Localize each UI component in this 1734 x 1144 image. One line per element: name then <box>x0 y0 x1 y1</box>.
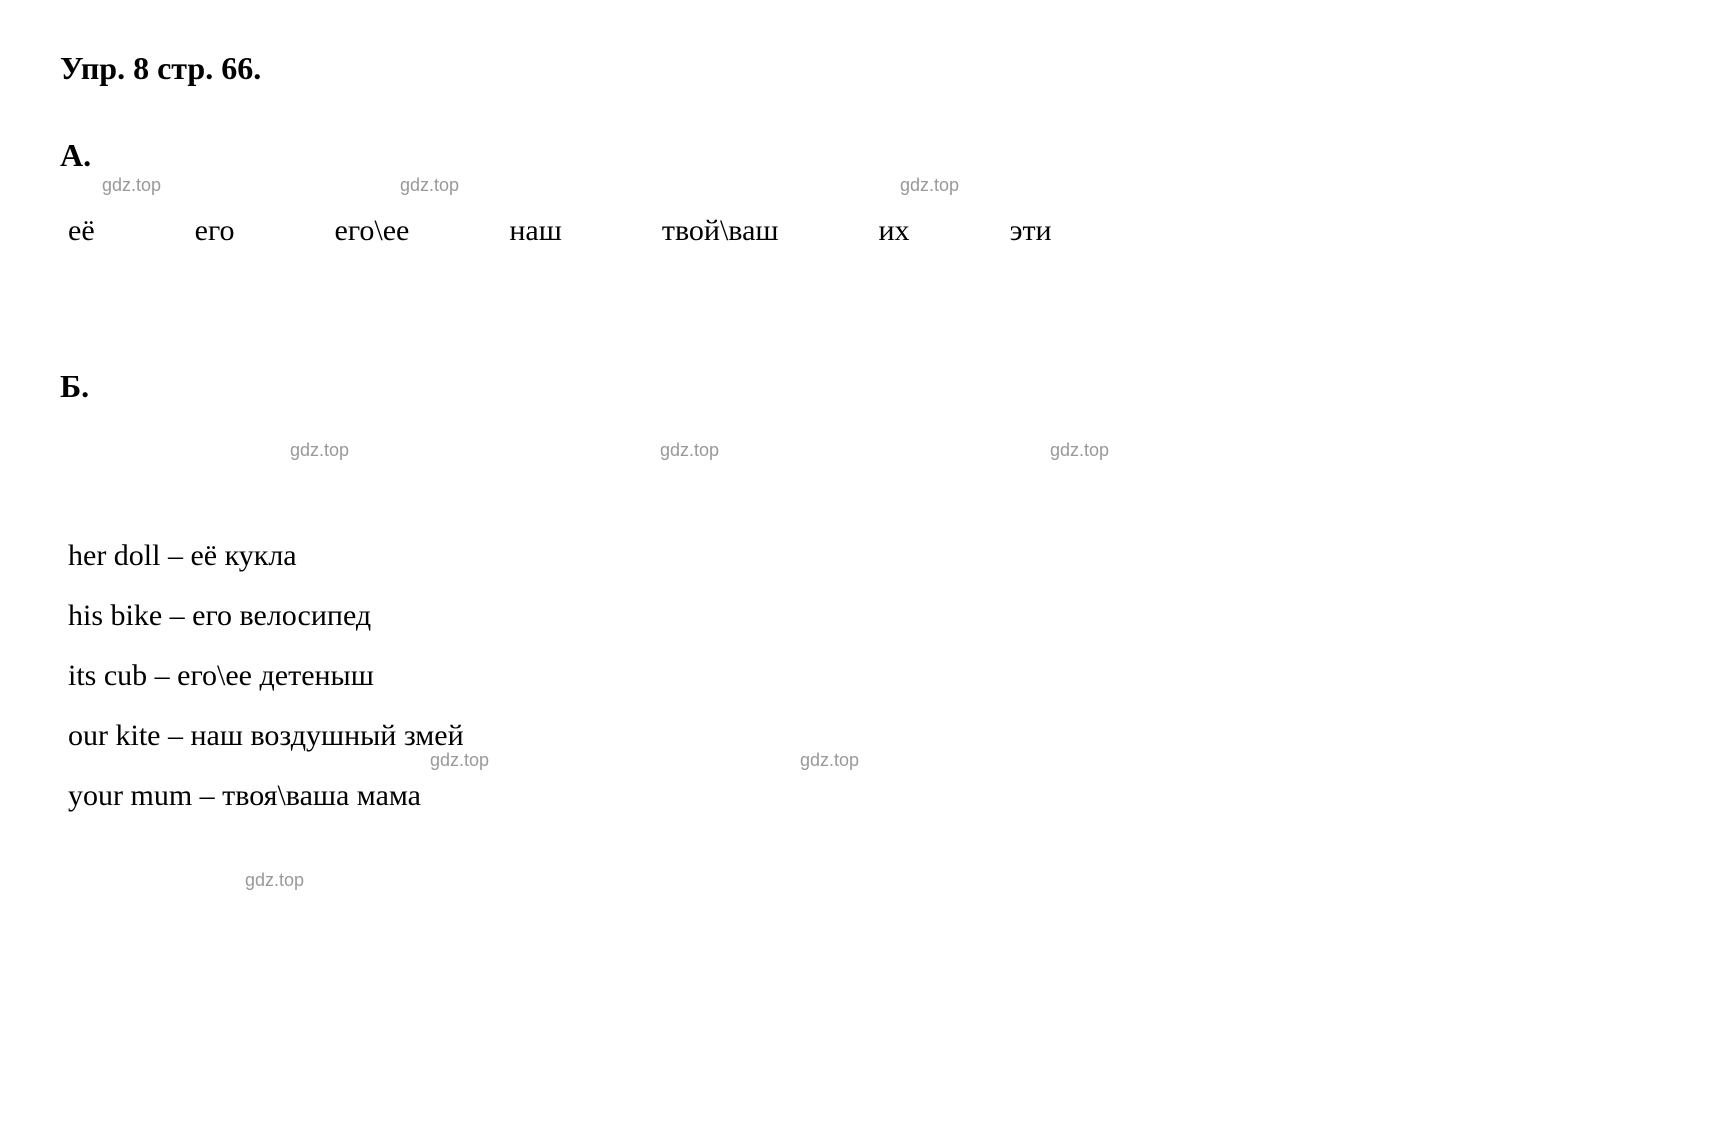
entry-item: your mum – твоя\ваша мама <box>68 775 1674 817</box>
watermark-text: gdz.top <box>245 870 304 891</box>
word-item: его\ее <box>335 214 410 248</box>
entry-item: its cub – его\ее детеныш <box>68 655 1674 697</box>
entry-item: his bike – его велосипед <box>68 595 1674 637</box>
entry-item: her doll – её кукла <box>68 535 1674 577</box>
section-a: А. её его его\ее наш твой\ваш их эти <box>60 137 1674 248</box>
section-b: Б. her doll – её кукла his bike – его ве… <box>60 368 1674 817</box>
section-b-entries: her doll – её кукла his bike – его велос… <box>60 535 1674 817</box>
word-item: его <box>195 214 235 248</box>
section-a-label: А. <box>60 137 1674 174</box>
entry-item: our kite – наш воздушный змей <box>68 715 1674 757</box>
word-item: её <box>68 214 95 248</box>
section-a-words: её его его\ее наш твой\ваш их эти <box>60 214 1674 248</box>
word-item: наш <box>509 214 561 248</box>
section-b-label: Б. <box>60 368 1674 405</box>
page-title: Упр. 8 стр. 66. <box>60 50 1674 87</box>
word-item: твой\ваш <box>662 214 779 248</box>
word-item: их <box>879 214 910 248</box>
word-item: эти <box>1010 214 1052 248</box>
